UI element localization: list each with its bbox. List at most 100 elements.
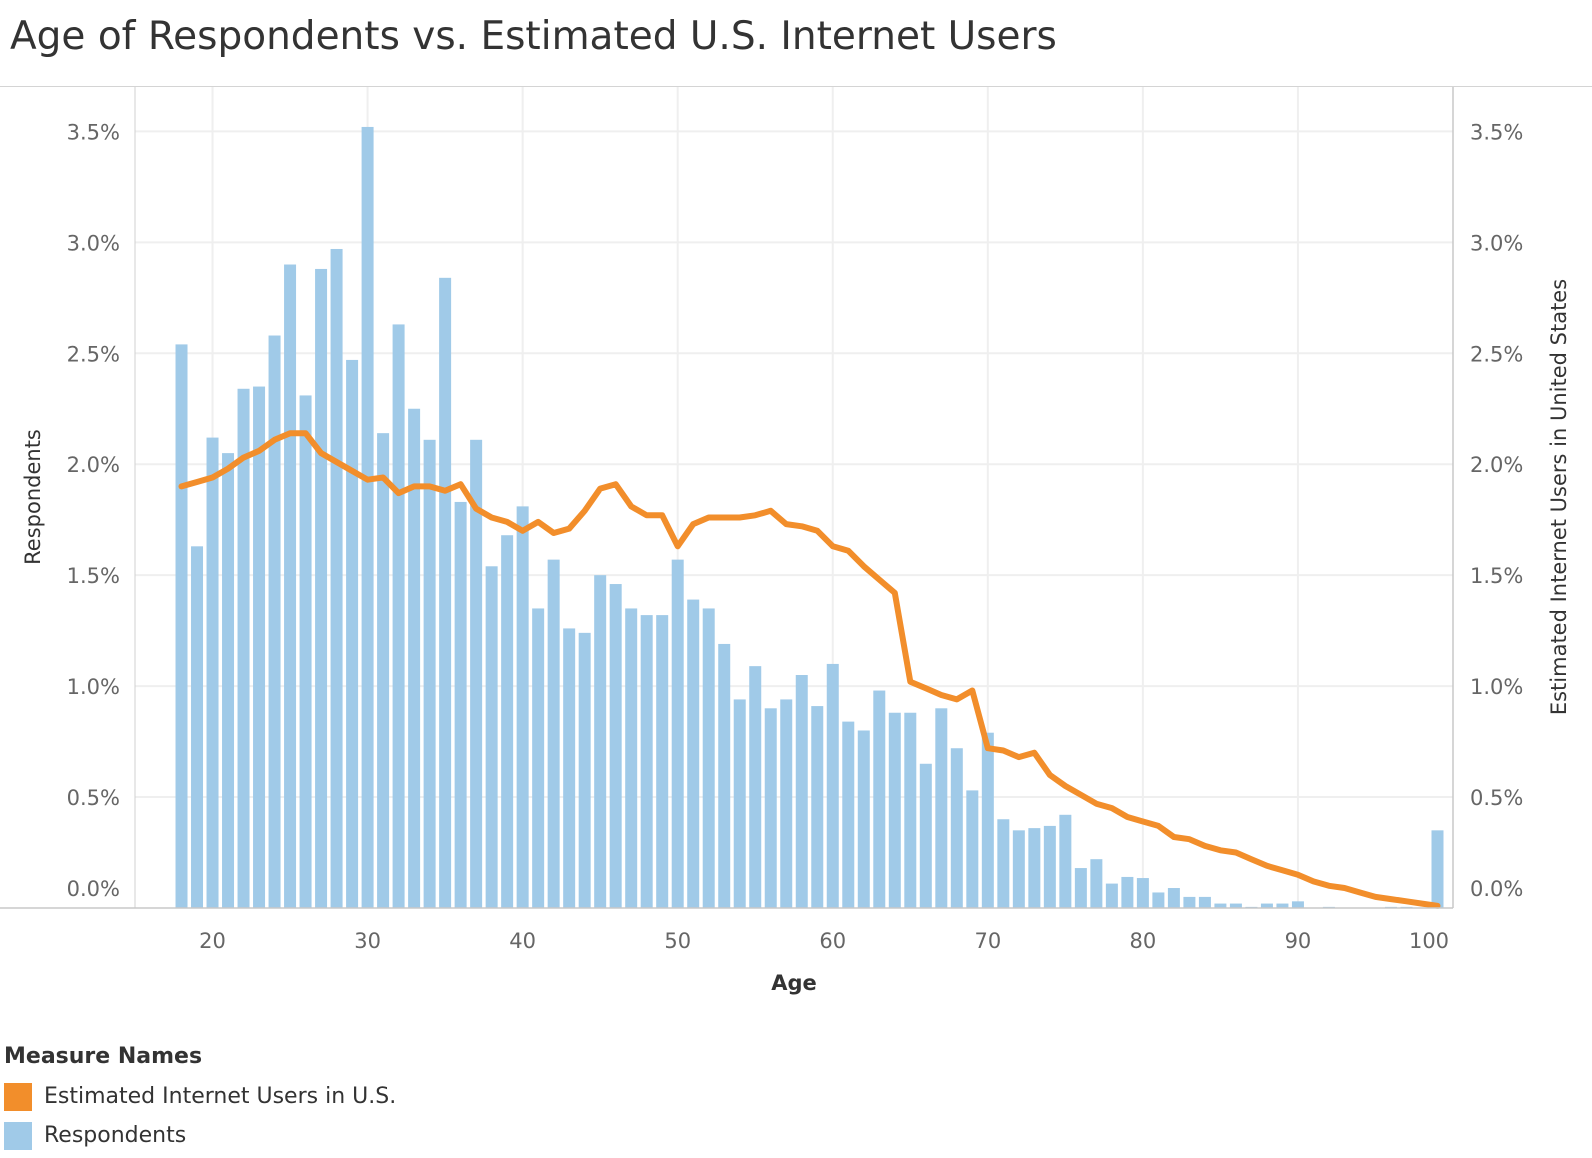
bar-age-45: [594, 575, 607, 908]
y2-tick-label: 2.5%: [1470, 342, 1523, 366]
x-tick-label: 80: [1130, 929, 1157, 953]
y-tick-label: 3.5%: [67, 120, 120, 144]
bar-age-83: [1183, 896, 1196, 908]
legend-swatch-orange: [4, 1082, 32, 1111]
legend: Measure Names Estimated Internet Users i…: [4, 1044, 396, 1155]
bar-age-31: [377, 433, 390, 908]
bar-age-29: [346, 359, 359, 909]
y2-tick-label: 3.5%: [1470, 120, 1523, 144]
x-tick-label: 50: [664, 929, 691, 953]
bar-age-46: [609, 584, 622, 908]
bar-age-19: [191, 546, 204, 908]
bar-age-30: [361, 126, 374, 908]
bar-age-32: [392, 324, 405, 908]
x-tick-label: 90: [1285, 929, 1312, 953]
legend-label: Estimated Internet Users in U.S.: [44, 1084, 397, 1109]
bar-age-68: [950, 748, 963, 908]
bar-age-86: [1229, 903, 1242, 908]
bar-age-77: [1090, 859, 1103, 908]
bar-age-50: [671, 559, 684, 908]
bar-age-36: [454, 501, 467, 908]
title-divider: [0, 86, 1592, 87]
chart-title: Age of Respondents vs. Estimated U.S. In…: [10, 14, 1057, 59]
bar-age-88: [1260, 903, 1273, 908]
bar-age-76: [1074, 868, 1087, 908]
bar-age-58: [795, 675, 808, 908]
y-tick-label: 0.5%: [67, 786, 120, 810]
bar-age-18: [175, 344, 188, 908]
bar-age-22: [237, 388, 250, 909]
bar-age-49: [656, 615, 669, 908]
bar-age-41: [532, 608, 545, 908]
bar-age-60: [826, 663, 839, 908]
legend-item-respondents[interactable]: Respondents: [4, 1116, 396, 1155]
x-tick-label: 100: [1409, 929, 1449, 953]
bar-age-20: [206, 437, 219, 908]
bar-age-62: [857, 730, 870, 908]
bar-age-59: [811, 706, 824, 908]
y-tick-label: 2.5%: [67, 342, 120, 366]
y2-tick-label: 2.0%: [1470, 453, 1523, 477]
y2-axis-title: Estimated Internet Users in United State…: [1547, 279, 1571, 715]
bar-age-38: [485, 566, 498, 908]
bar-age-27: [315, 268, 328, 908]
bar-age-61: [842, 721, 855, 908]
legend-item-internet-users[interactable]: Estimated Internet Users in U.S.: [4, 1077, 396, 1116]
bar-age-85: [1214, 903, 1227, 908]
bar-age-66: [919, 763, 932, 908]
bar-age-56: [764, 708, 777, 908]
x-tick-label: 40: [509, 929, 536, 953]
legend-swatch-blue: [4, 1121, 32, 1150]
y2-tick-label: 0.0%: [1470, 877, 1523, 901]
bar-age-48: [640, 615, 653, 908]
bar-age-81: [1152, 892, 1165, 908]
y-axis-title: Respondents: [21, 429, 45, 565]
y-tick-label: 3.0%: [67, 231, 120, 255]
bar-age-33: [408, 408, 421, 908]
bar-age-63: [873, 690, 886, 908]
bar-age-55: [749, 666, 762, 908]
bar-age-57: [780, 699, 793, 908]
bar-age-51: [687, 599, 700, 908]
bar-age-42: [547, 559, 560, 908]
bar-age-21: [222, 453, 235, 908]
legend-title: Measure Names: [4, 1044, 203, 1069]
bar-age-71: [997, 819, 1010, 908]
y-tick-label: 2.0%: [67, 453, 120, 477]
bar-age-44: [578, 632, 591, 908]
bar-age-35: [439, 277, 452, 908]
x-tick-label: 60: [819, 929, 846, 953]
legend-label: Respondents: [44, 1123, 187, 1148]
x-tick-label: 70: [974, 929, 1001, 953]
bar-age-37: [470, 439, 483, 908]
bar-age-82: [1167, 888, 1180, 908]
y-tick-label: 1.5%: [67, 564, 120, 588]
bar-age-84: [1198, 896, 1211, 908]
y-tick-label: 1.0%: [67, 675, 120, 699]
bar-age-67: [935, 708, 948, 908]
bar-age-53: [718, 643, 731, 908]
bar-age-34: [423, 439, 436, 908]
bar-age-80: [1136, 878, 1149, 908]
y2-tick-label: 1.5%: [1470, 564, 1523, 588]
bar-age-40: [516, 506, 529, 908]
bar-age-70: [981, 732, 994, 908]
x-tick-label: 30: [354, 929, 381, 953]
respondent-bars: [175, 126, 1444, 909]
y2-tick-label: 3.0%: [1470, 231, 1523, 255]
y-tick-label: 0.0%: [67, 877, 120, 901]
bar-age-24: [268, 335, 281, 908]
bar-age-47: [625, 608, 638, 908]
bar-age-28: [330, 248, 343, 908]
chart-area: 0.0% 0.0% 0.5% 0.5% 1.0% 1.0% 1.5% 1.5% 2.0% 2.0%…: [0, 87, 1571, 995]
bar-age-78: [1105, 883, 1118, 908]
bar-age-23: [253, 386, 266, 908]
axes: 0.0% 0.0% 0.5% 0.5% 1.0% 1.0% 1.5% 1.5% 2.0% 2.0%…: [0, 87, 1523, 953]
x-axis-title: Age: [771, 971, 817, 995]
y2-tick-label: 0.5%: [1470, 786, 1523, 810]
bar-age-54: [733, 699, 746, 908]
internet-users-series-line: [178, 430, 1441, 909]
bar-age-26: [299, 395, 312, 909]
bar-age-52: [702, 608, 715, 908]
bar-age-39: [501, 535, 514, 908]
